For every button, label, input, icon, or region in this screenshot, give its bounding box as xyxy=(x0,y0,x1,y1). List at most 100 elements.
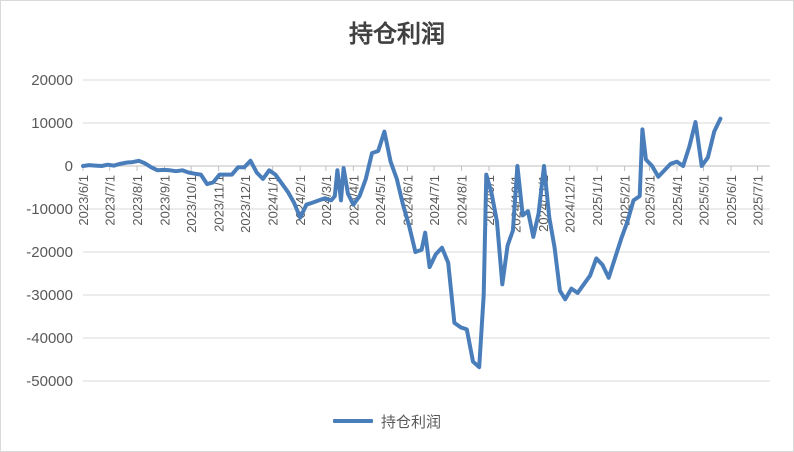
data-point xyxy=(88,164,90,166)
data-point xyxy=(330,199,332,201)
data-point xyxy=(522,214,524,216)
data-point xyxy=(614,257,616,259)
x-tick-label: 2023/9/1 xyxy=(158,175,173,226)
x-tick-label: 2023/8/1 xyxy=(130,175,145,226)
data-point xyxy=(390,161,392,163)
data-point xyxy=(664,169,665,171)
data-point xyxy=(460,326,462,328)
data-point xyxy=(365,178,367,180)
data-point xyxy=(435,253,437,255)
x-tick-label: 2024/5/1 xyxy=(373,175,388,226)
data-point xyxy=(359,195,361,197)
data-point xyxy=(125,162,127,164)
data-point xyxy=(676,161,678,163)
data-point xyxy=(466,328,468,330)
data-point xyxy=(414,251,416,253)
data-point xyxy=(429,266,431,268)
y-tick-label: -50000 xyxy=(26,373,73,390)
data-point xyxy=(577,292,579,294)
data-point xyxy=(157,169,158,171)
data-point xyxy=(402,204,404,206)
data-point xyxy=(441,247,443,249)
data-point xyxy=(485,174,487,176)
data-point xyxy=(626,221,628,223)
y-tick-label: 20000 xyxy=(31,72,73,89)
data-point xyxy=(707,156,709,158)
data-point xyxy=(347,193,349,195)
data-point xyxy=(343,167,345,169)
data-point xyxy=(620,238,622,240)
data-point xyxy=(200,174,202,176)
data-point xyxy=(602,264,603,266)
data-point xyxy=(175,170,177,172)
series-layer xyxy=(81,116,723,370)
y-axis-ticks: 20000 10000 0 -10000 -20000 -30000 -40000 -5000… xyxy=(26,72,73,390)
x-tick-label: 2025/3/1 xyxy=(642,175,657,226)
data-point xyxy=(299,217,301,219)
x-tick-label: 2023/7/1 xyxy=(103,175,118,226)
data-point xyxy=(268,169,270,171)
x-tick-label: 2024/1/1 xyxy=(266,175,281,226)
data-point xyxy=(651,165,653,167)
data-point xyxy=(256,172,258,173)
data-point xyxy=(231,174,233,176)
data-point xyxy=(424,232,426,234)
data-point xyxy=(447,262,449,264)
data-point xyxy=(225,174,227,176)
data-point xyxy=(559,290,561,292)
data-point xyxy=(274,174,276,176)
data-point xyxy=(396,178,398,180)
data-point xyxy=(206,183,208,185)
legend-line-swatch xyxy=(333,419,373,423)
y-tick-label: -30000 xyxy=(26,287,73,304)
data-point xyxy=(169,169,171,171)
data-point xyxy=(589,275,591,277)
chart-title: 持仓利润 xyxy=(349,20,445,48)
x-tick-label: 2023/6/1 xyxy=(76,175,91,226)
data-point xyxy=(305,204,307,206)
data-point xyxy=(527,210,529,212)
data-point xyxy=(101,165,103,167)
x-tick-label: 2023/12/1 xyxy=(238,175,253,233)
data-point xyxy=(340,199,342,201)
legend: 持仓利润 xyxy=(333,410,441,432)
x-tick-label: 2023/10/1 xyxy=(184,175,199,233)
y-tick-label: -40000 xyxy=(26,330,73,347)
data-point xyxy=(496,221,498,223)
data-point xyxy=(281,182,283,184)
data-point xyxy=(564,298,566,300)
data-point xyxy=(554,247,556,249)
data-point xyxy=(657,176,659,178)
data-point xyxy=(688,146,690,148)
data-point xyxy=(695,121,696,123)
data-point xyxy=(583,283,585,285)
data-point xyxy=(188,172,189,173)
data-point xyxy=(94,165,96,167)
data-point xyxy=(512,230,514,231)
data-point xyxy=(483,294,485,296)
data-point xyxy=(163,169,165,171)
x-tick-label: 2024/7/1 xyxy=(427,175,442,226)
data-point xyxy=(194,173,196,175)
data-point xyxy=(336,169,338,171)
data-point xyxy=(491,193,493,195)
data-point xyxy=(243,166,245,168)
data-point xyxy=(377,150,379,152)
x-tick-label: 2025/6/1 xyxy=(724,175,739,226)
data-point xyxy=(453,322,455,324)
data-point xyxy=(595,257,597,259)
y-tick-label: -10000 xyxy=(26,201,73,218)
x-axis-ticks: 2023/6/1 2023/7/1 2023/8/1 2023/9/1 2023/10/… xyxy=(76,166,766,233)
data-point xyxy=(138,160,140,162)
data-point xyxy=(682,165,684,167)
data-point xyxy=(641,128,643,130)
data-point xyxy=(670,163,672,165)
data-point xyxy=(150,166,152,168)
data-point xyxy=(113,165,115,167)
data-point xyxy=(538,212,540,214)
x-tick-label: 2025/4/1 xyxy=(670,175,685,226)
data-point xyxy=(352,204,354,206)
y-tick-label: -20000 xyxy=(26,244,73,261)
series-line xyxy=(81,116,723,370)
